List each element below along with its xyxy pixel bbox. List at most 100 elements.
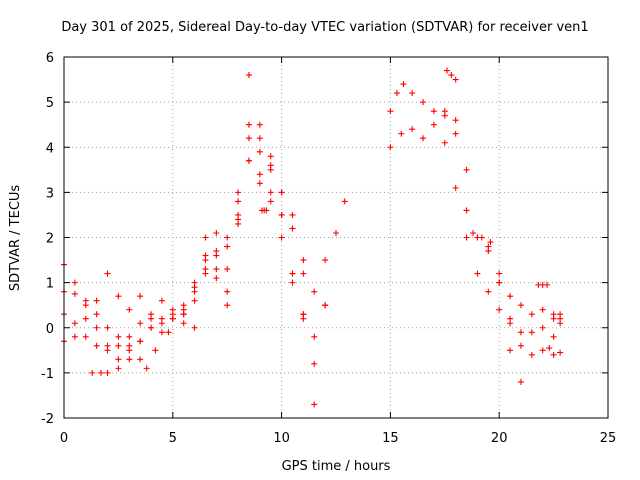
data-point (89, 369, 96, 376)
data-point (71, 333, 78, 340)
data-point (256, 171, 263, 178)
data-point (213, 266, 220, 273)
data-point (393, 90, 400, 97)
grid-layer (64, 57, 608, 418)
data-point (278, 189, 285, 196)
data-point (245, 135, 252, 142)
series-track-11 (535, 281, 551, 288)
data-point (104, 324, 111, 331)
data-point (289, 211, 296, 218)
data-point (528, 329, 535, 336)
data-point (126, 356, 133, 363)
data-point (387, 144, 394, 151)
data-point (202, 252, 209, 259)
data-point (430, 108, 437, 115)
data-point (165, 329, 172, 336)
series-track-3 (61, 135, 329, 354)
data-point (115, 356, 122, 363)
data-point (126, 347, 133, 354)
data-point (496, 279, 503, 286)
data-point (104, 369, 111, 376)
data-point (485, 243, 492, 250)
x-tick-label: 20 (491, 431, 508, 446)
series-track-7 (387, 81, 564, 336)
data-point (93, 342, 100, 349)
data-point (544, 281, 551, 288)
y-tick-label: 5 (46, 96, 54, 111)
y-tick-label: 2 (46, 232, 54, 247)
data-point (463, 166, 470, 173)
data-point (224, 234, 231, 241)
data-point (158, 315, 165, 322)
data-point (550, 311, 557, 318)
data-point (452, 184, 459, 191)
data-point (267, 198, 274, 205)
data-point (93, 297, 100, 304)
data-point (191, 297, 198, 304)
data-point (213, 248, 220, 255)
data-point (148, 324, 155, 331)
data-point (300, 311, 307, 318)
data-point (539, 347, 546, 354)
data-point (143, 365, 150, 372)
data-point (180, 320, 187, 327)
data-point (463, 234, 470, 241)
data-point (507, 347, 514, 354)
data-point (267, 153, 274, 160)
data-point (202, 270, 209, 277)
data-point (224, 288, 231, 295)
data-point (452, 117, 459, 124)
data-point (224, 302, 231, 309)
data-point (71, 279, 78, 286)
data-point (398, 130, 405, 137)
data-point (311, 333, 318, 340)
data-point (517, 342, 524, 349)
series-track-6 (387, 108, 564, 358)
data-point (441, 139, 448, 146)
y-tick-label: 1 (46, 277, 54, 292)
data-point (126, 333, 133, 340)
data-point (256, 135, 263, 142)
data-point (300, 270, 307, 277)
data-point (245, 121, 252, 128)
data-point (224, 243, 231, 250)
data-point (443, 67, 450, 74)
data-point (528, 351, 535, 358)
data-point (517, 302, 524, 309)
data-point (517, 378, 524, 385)
y-tick-label: 0 (46, 322, 54, 337)
data-point (169, 311, 176, 318)
data-point (71, 320, 78, 327)
series-track-10 (443, 67, 459, 83)
data-point (267, 166, 274, 173)
data-point (507, 293, 514, 300)
data-point (452, 130, 459, 137)
series-track-13 (546, 345, 564, 358)
data-point (115, 365, 122, 372)
data-point (82, 302, 89, 309)
series-track-9 (470, 229, 564, 322)
data-point (478, 234, 485, 241)
data-point (557, 349, 564, 356)
data-point (191, 324, 198, 331)
data-point (235, 198, 242, 205)
y-axis-label: SDTVAR / TECUs (8, 185, 23, 292)
data-point (213, 275, 220, 282)
data-point (245, 72, 252, 79)
data-point (104, 270, 111, 277)
data-point (267, 189, 274, 196)
data-point (148, 315, 155, 322)
data-point (289, 279, 296, 286)
data-point (235, 189, 242, 196)
tick-layer: 0 5 10 15 20 25 -2 -1 0 1 2 3 4 5 6 (41, 51, 616, 446)
x-tick-label: 15 (382, 431, 399, 446)
data-point (441, 112, 448, 119)
data-point (235, 216, 242, 223)
data-point (82, 315, 89, 322)
data-point (278, 234, 285, 241)
data-point (191, 284, 198, 291)
data-point (546, 345, 553, 352)
data-point (311, 360, 318, 367)
data-point (507, 320, 514, 327)
